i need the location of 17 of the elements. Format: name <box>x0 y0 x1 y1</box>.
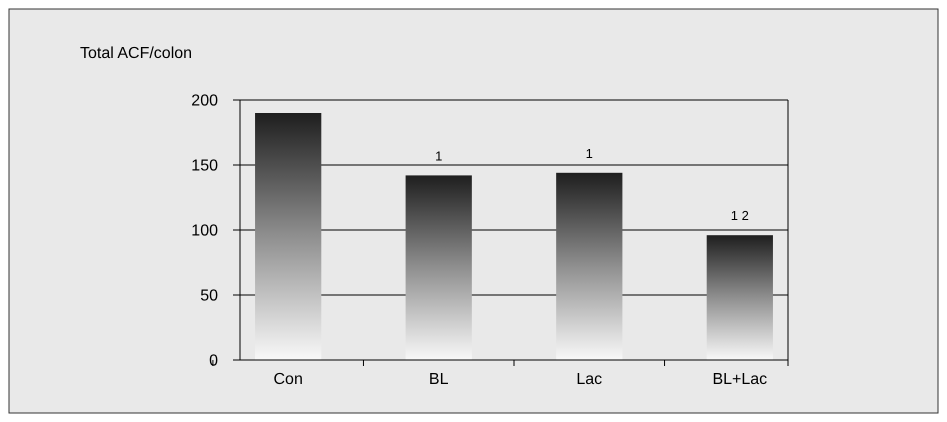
x-tick-label: Lac <box>576 371 602 388</box>
x-tick-label: Con <box>273 371 303 388</box>
bar <box>556 172 622 360</box>
y-tick-label: 200 <box>191 92 218 110</box>
annotation: 1 <box>586 146 593 161</box>
y-tick-label: 50 <box>200 288 218 305</box>
y-tick-label: 100 <box>191 222 218 240</box>
annotation: 1 2 <box>730 208 749 224</box>
y-axis-title: Total ACF/colon <box>80 45 192 62</box>
x-tick-label: BL+Lac <box>712 371 768 388</box>
y-tick-label: 150 <box>191 158 218 175</box>
bar <box>706 235 773 360</box>
x-tick-label: BL <box>428 371 449 388</box>
bar <box>406 175 472 360</box>
annotation: 1 <box>435 148 442 164</box>
bar <box>255 113 322 360</box>
y-tick-label: 0 <box>209 352 218 370</box>
